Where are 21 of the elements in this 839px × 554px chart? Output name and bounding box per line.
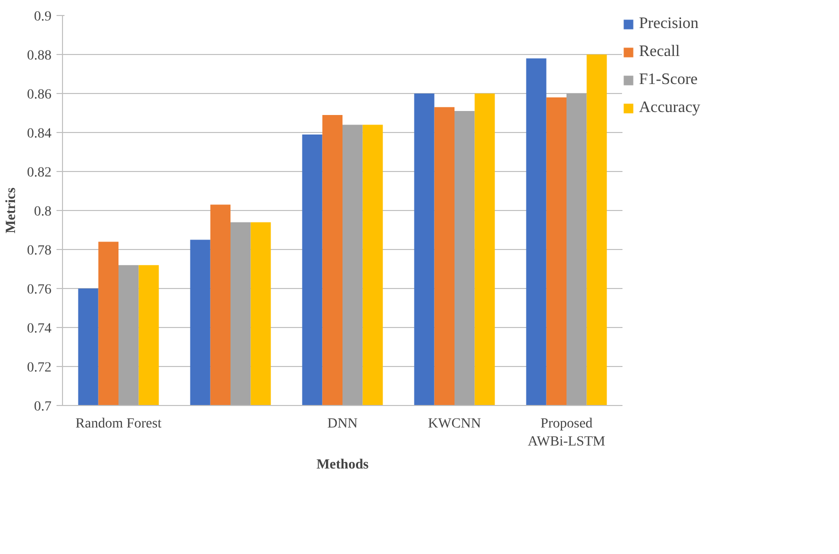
y-tick-label: 0.8 [34,204,52,220]
y-tick-label: 0.72 [27,360,52,376]
legend-label: F1-Score [639,71,698,89]
x-tick-label: Proposed AWBi-LSTM [528,416,606,450]
y-tick-label: 0.88 [27,48,52,64]
y-tick-label: 0.9 [34,10,52,24]
y-tick-label: 0.86 [27,88,52,102]
y-tick-label: 0.84 [27,126,52,142]
y-axis-title: Metrics [4,187,19,234]
legend-label: Accuracy [639,99,700,117]
y-tick-label: 0.7 [34,400,52,414]
y-tick-label: 0.82 [27,166,52,180]
y-tick-label: 0.78 [27,244,52,258]
y-tick-label: 0.74 [27,322,52,336]
x-axis-title: Methods [316,458,370,472]
x-tick-label: KWCNN [428,416,481,432]
y-tick-label: 0.76 [27,282,52,298]
x-tick-label: Random Forest [76,416,162,432]
legend-label: Precision [639,15,699,33]
legend-label: Recall [639,43,680,61]
x-tick-label: DNN [327,416,358,432]
